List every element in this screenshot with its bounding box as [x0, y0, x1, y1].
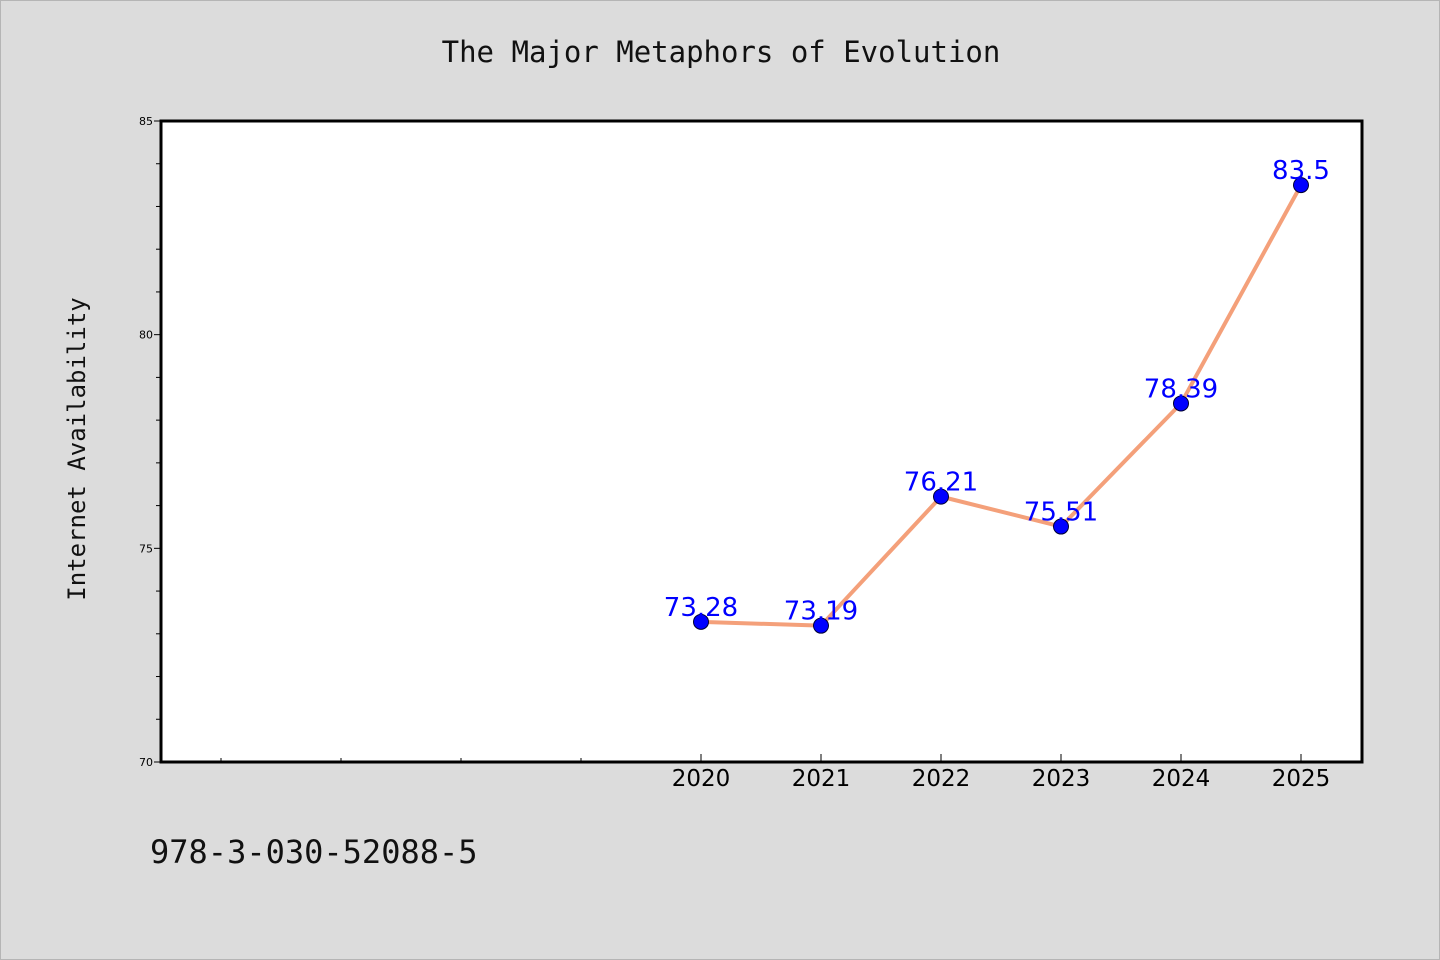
data-labels: 73.28 73.19 76.21 75.51 78.39 83.5 — [664, 156, 1330, 627]
x-tick-label: 2025 — [1272, 766, 1331, 792]
data-label: 78.39 — [1144, 374, 1218, 404]
x-tick-label: 2024 — [1152, 766, 1211, 792]
x-tick-label: 2022 — [912, 766, 971, 792]
y-tick-label: 70 — [139, 756, 153, 769]
data-point — [1173, 395, 1189, 412]
data-label: 75.51 — [1024, 498, 1098, 528]
y-tick-label: 75 — [139, 542, 153, 555]
x-tick-label: 2020 — [672, 766, 731, 792]
data-label: 76.21 — [904, 468, 978, 498]
x-axis-ticks: 2020 2021 2022 2023 2024 2025 — [672, 754, 1331, 792]
plot-area — [159, 119, 1364, 764]
x-tick-label: 2021 — [792, 766, 851, 792]
data-point — [813, 617, 829, 634]
y-tick-label: 80 — [139, 329, 153, 342]
data-markers — [693, 177, 1309, 634]
x-tick-label: 2023 — [1032, 766, 1091, 792]
data-point — [1293, 177, 1309, 194]
minor-ticks — [156, 163, 582, 762]
y-tick-label: 85 — [139, 115, 153, 128]
y-axis-ticks: 70 75 80 85 — [139, 115, 161, 769]
data-point — [1053, 518, 1069, 535]
data-label: 73.19 — [784, 597, 858, 627]
series-line — [700, 184, 1303, 628]
data-label: 73.28 — [664, 593, 738, 623]
data-label: 83.5 — [1272, 156, 1330, 186]
series-line-group — [700, 184, 1303, 628]
data-point — [693, 613, 709, 630]
isbn-caption: 978-3-030-52088-5 — [150, 833, 478, 871]
chart-title: The Major Metaphors of Evolution — [441, 35, 1001, 69]
data-point — [933, 488, 949, 505]
